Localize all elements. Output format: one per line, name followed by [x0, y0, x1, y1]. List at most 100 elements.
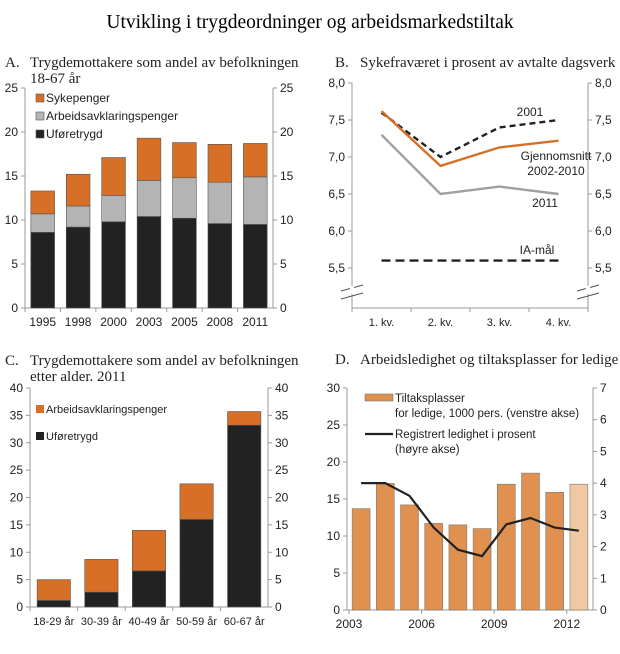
y-tick-label-right: 15 [280, 169, 294, 183]
panel-title: Sykefraværet i prosent av avtalte dagsve… [360, 55, 616, 71]
y-tick-label-left: 8,0 [328, 76, 345, 90]
x-tick-label: 3. kv. [487, 317, 512, 329]
legend-label: for ledige, 1000 pers. (venstre akse) [395, 408, 579, 420]
y-tick-label-left: 20 [10, 491, 24, 505]
y-tick-label-left: 10 [5, 213, 19, 227]
y-tick-label-right: 0 [275, 600, 282, 614]
legend-label: (høyre akse) [395, 444, 460, 456]
x-tick-label: 1998 [65, 315, 92, 329]
series-label: 2002-2010 [527, 164, 585, 178]
y-tick-label-left: 20 [327, 455, 341, 469]
x-tick-label: 2008 [207, 315, 234, 329]
x-tick-label: 18-29 år [33, 616, 74, 628]
legend-label: Uføretrygd [46, 127, 103, 141]
bar-segment [36, 579, 71, 601]
bar-segment [179, 519, 214, 608]
legend-label: Arbeidsavklaringspenger [46, 109, 178, 123]
bar-segment [101, 221, 126, 309]
bar [400, 504, 419, 611]
legend-swatch [35, 111, 45, 121]
panel-title: Arbeidsledighet og tiltaksplasser for le… [360, 352, 619, 368]
axis-break-mark [340, 292, 364, 300]
y-tick-label-left: 10 [327, 529, 341, 543]
series-line [380, 110, 559, 168]
legend-swatch [35, 129, 45, 139]
x-tick-label: 2005 [171, 315, 198, 329]
y-tick-label-right: 1 [600, 571, 607, 585]
bar-segment [227, 411, 262, 426]
bar-segment [36, 600, 71, 608]
bar-segment [207, 144, 233, 183]
bar-segment [136, 216, 162, 309]
bar [376, 483, 395, 611]
x-tick-label: 40-49 år [129, 616, 170, 628]
panel-title: Trygdemottakere som andel av befolkninge… [30, 55, 299, 71]
x-tick-label: 2012 [553, 617, 580, 631]
legend-label: Sykepenger [46, 91, 110, 105]
y-tick-label-left: 6,5 [328, 187, 345, 201]
bar-segment [172, 142, 197, 179]
y-tick-label-right: 20 [280, 125, 294, 139]
y-tick-label-right: 35 [275, 408, 289, 422]
bar-segment [30, 232, 55, 309]
y-tick-label-right: 7,0 [595, 150, 612, 164]
axis-break-gap [350, 286, 354, 294]
legend-swatch [35, 93, 45, 103]
y-tick-label-right: 7,5 [595, 113, 612, 127]
bar-segment [227, 424, 262, 608]
x-tick-label: 2003 [136, 315, 163, 329]
bar [351, 508, 371, 611]
y-tick-label-left: 5 [333, 566, 340, 580]
y-tick-label-left: 6,0 [328, 224, 345, 238]
y-tick-label-right: 20 [275, 491, 289, 505]
series-label: 2001 [517, 105, 544, 119]
x-tick-label: 2. kv. [428, 317, 453, 329]
bar [545, 492, 564, 611]
y-tick-label-left: 5,5 [328, 261, 345, 275]
bar-segment [207, 181, 233, 224]
bar-segment [65, 226, 91, 309]
x-tick-label: 1995 [29, 315, 56, 329]
bar-segment [30, 213, 55, 233]
figure-title: Utvikling i trygdeordninger og arbeidsma… [106, 12, 513, 33]
legend-label: Registrert ledighet i prosent [395, 429, 536, 441]
bar-segment [136, 137, 162, 181]
series-label: Gjennomsnitt [521, 149, 592, 163]
bar [569, 483, 589, 611]
bar-segment [207, 223, 233, 309]
y-tick-label-left: 25 [10, 463, 24, 477]
legend-label: Uføretrygd [46, 431, 98, 443]
bar-segment [30, 190, 55, 215]
bar-segment [84, 559, 119, 593]
x-tick-label: 50-59 år [176, 616, 217, 628]
y-tick-label-left: 5 [11, 257, 18, 271]
series-line [361, 482, 580, 558]
y-tick-label-left: 35 [10, 408, 24, 422]
y-tick-label-right: 6,5 [595, 187, 612, 201]
panel-letter: C. [5, 353, 19, 369]
y-tick-label-left: 15 [5, 169, 19, 183]
y-tick-label-left: 15 [10, 518, 24, 532]
y-tick-label-left: 15 [327, 492, 341, 506]
y-tick-label-right: 25 [275, 463, 289, 477]
bar-segment [84, 591, 119, 608]
panel-letter: A. [5, 55, 20, 71]
x-tick-label: 2011 [242, 315, 268, 329]
panel-subtitle: 18-67 år [30, 71, 80, 87]
series-label: IA-mål [520, 243, 555, 257]
y-tick-label-right: 5 [600, 444, 607, 458]
bar-segment [101, 195, 126, 223]
bar-segment [172, 177, 197, 219]
legend-swatch [364, 393, 394, 402]
bar [521, 472, 540, 611]
y-tick-label-left: 7,5 [328, 113, 345, 127]
bar-segment [132, 570, 166, 608]
legend-label: Arbeidsavklaringspenger [46, 404, 167, 416]
bar-segment [101, 157, 126, 196]
x-tick-label: 30-39 år [81, 616, 122, 628]
bar-segment [243, 176, 268, 225]
legend-label: Tiltaksplasser [395, 393, 465, 405]
axis-break-mark [576, 292, 600, 300]
x-tick-label: 2003 [336, 617, 363, 631]
